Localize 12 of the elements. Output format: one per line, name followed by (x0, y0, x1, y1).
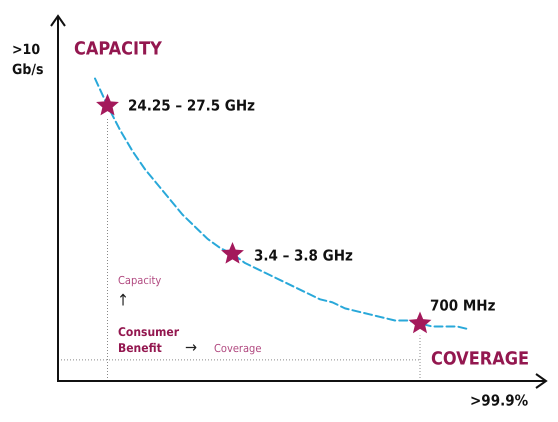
annotation: ↑ (117, 290, 130, 310)
annotation: Capacity (118, 274, 162, 287)
annotation: 24.25 – 27.5 GHz (128, 96, 256, 114)
annotation: Coverage (214, 342, 262, 355)
annotation: COVERAGE (431, 348, 530, 370)
text: CAPACITY (74, 38, 162, 60)
x-axis-title: >99.9% (470, 392, 529, 410)
y-axis-title: >10 Gb/s (12, 42, 44, 78)
annotation: → (185, 338, 198, 356)
annotation: Consumer Benefit (118, 325, 183, 355)
annotation: 700 MHz (430, 296, 496, 314)
annotation: 3.4 – 3.8 GHz (254, 246, 354, 264)
